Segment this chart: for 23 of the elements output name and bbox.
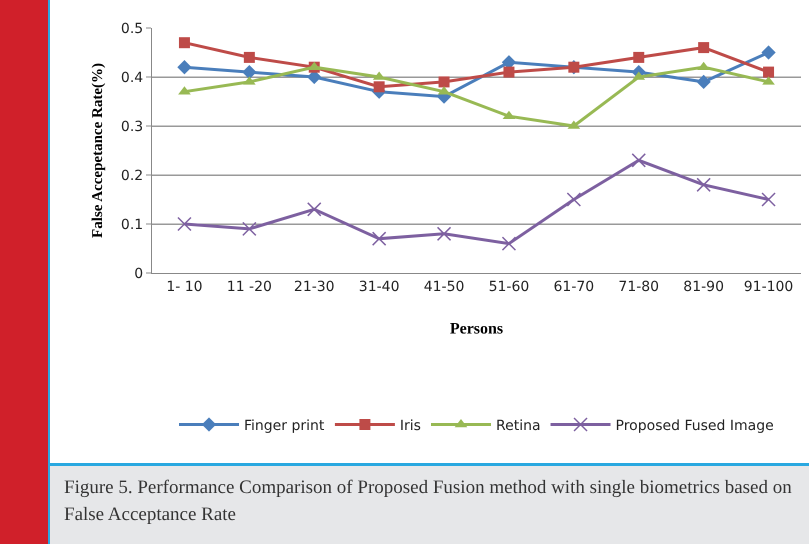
y-tick-label: 0.1 [120,216,144,233]
legend-label: Finger print [244,418,325,434]
x-tick-label: 1- 10 [166,278,203,295]
x-tick-label: 71-80 [618,278,660,295]
x-tick-label: 21-30 [294,278,335,295]
legend-label: Iris [400,418,421,434]
y-tick-label: 0 [134,266,144,282]
x-tick-label: 31-40 [358,278,400,295]
x-tick-label: 61-70 [554,278,594,295]
x-axis-title: Persons [450,320,504,338]
legend-label: Proposed Fused Image [616,418,774,434]
x-tick-label: 41-50 [424,278,464,295]
y-tick-label: 0.2 [120,168,144,184]
caption: Figure 5. Performance Comparison of Proposed Fusion method with single biometrics based on False Acceptance Rate [64,476,793,527]
x-tick-label: 11 -20 [226,278,272,295]
legend-label: Retina [496,418,541,434]
x-tick-label: 81-90 [683,278,724,295]
y-axis-title: False Accepetance Rate(%) [90,63,106,238]
x-tick-label: 91-100 [744,278,794,295]
x-tick-label: 51-60 [488,278,530,295]
y-tick-label: 0.5 [120,20,144,37]
y-tick-label: 0.3 [120,118,144,135]
y-tick-label: 0.4 [120,70,144,86]
